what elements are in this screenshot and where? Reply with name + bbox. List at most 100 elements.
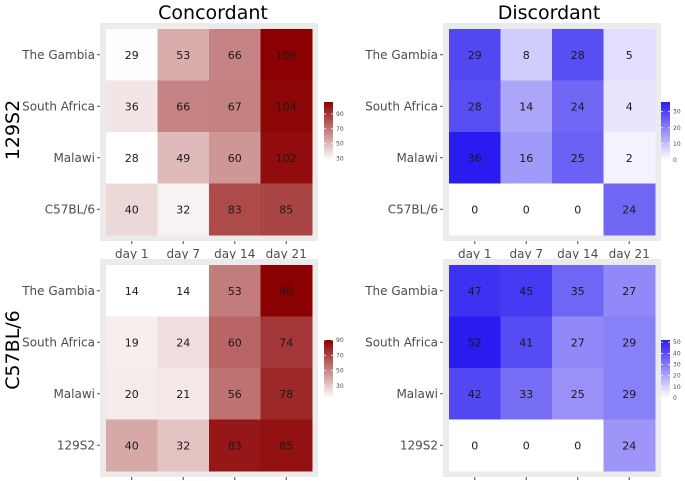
y-tick-label-the-gambia: The Gambia (364, 48, 438, 62)
legend-tick-label: 20 (673, 373, 681, 380)
cell-value: 0 (523, 203, 530, 216)
cell-value: 78 (279, 388, 293, 401)
y-tick-label-the-gambia: The Gambia (21, 48, 95, 62)
y-tick-label-the-gambia: The Gambia (21, 284, 95, 298)
x-tick-label-day-7: day 7 (166, 247, 200, 261)
cell-value: 52 (468, 336, 482, 349)
y-tick-label-south-africa: South Africa (365, 99, 438, 113)
cell-value: 90 (279, 285, 293, 298)
cell-value: 0 (574, 203, 581, 216)
x-tick-label-day-7: day 7 (509, 247, 543, 261)
cell-value: 0 (471, 439, 478, 452)
cell-value: 45 (519, 285, 533, 298)
y-tick-label-south-africa: South Africa (22, 335, 95, 349)
cell-value: 14 (176, 285, 190, 298)
cell-value: 25 (571, 152, 585, 165)
row-title-c57bl6: C57BL/6 (2, 310, 24, 390)
legend-tick-label: 0 (673, 157, 677, 164)
cell-value: 29 (622, 336, 636, 349)
y-tick-label-129s2: 129S2 (57, 438, 95, 452)
cell-value: 4 (626, 100, 633, 113)
cell-value: 67 (228, 100, 242, 113)
cell-value: 8 (523, 49, 530, 62)
legend-tick-label: 50 (336, 368, 344, 375)
cell-value: 29 (622, 388, 636, 401)
cell-value: 83 (228, 439, 242, 452)
cell-value: 27 (571, 336, 585, 349)
column-title-discordant: Discordant (498, 2, 601, 24)
cell-value: 14 (519, 100, 533, 113)
cell-value: 24 (622, 439, 636, 452)
legend-colorbar (324, 340, 333, 398)
heatmap-panel-2: 14 14 53 90 19 24 60 74 20 21 56 78 40 32 83 85 The Gamb… (21, 259, 344, 481)
cell-value: 14 (125, 285, 139, 298)
cell-value: 53 (228, 285, 242, 298)
cell-value: 83 (228, 203, 242, 216)
legend-tick-label: 30 (673, 109, 681, 116)
cell-value: 0 (523, 439, 530, 452)
cell-value: 74 (279, 336, 293, 349)
y-tick-label-south-africa: South Africa (22, 99, 95, 113)
cell-value: 53 (176, 49, 190, 62)
y-tick-label-c57bl-6: C57BL/6 (388, 202, 438, 216)
legend-tick-label: 20 (673, 125, 681, 132)
x-tick-label-day-21: day 21 (266, 247, 307, 261)
cell-value: 35 (571, 285, 585, 298)
x-tick-label-day-21: day 21 (609, 247, 650, 261)
legend-tick-label: 90 (336, 111, 344, 118)
cell-value: 36 (468, 152, 482, 165)
cell-value: 20 (125, 388, 139, 401)
cell-value: 19 (125, 336, 139, 349)
cell-value: 28 (571, 49, 585, 62)
y-tick-label-malawi: Malawi (396, 387, 438, 401)
cell-value: 36 (125, 100, 139, 113)
cell-value: 0 (471, 203, 478, 216)
heatmap-panel-0: 29 53 66 106 36 66 67 104 28 49 60 102 40 32 83 85 The G… (21, 23, 344, 261)
y-tick-label-malawi: Malawi (53, 387, 95, 401)
y-tick-label-malawi: Malawi (396, 151, 438, 165)
cell-value: 24 (622, 203, 636, 216)
cell-value: 66 (228, 49, 242, 62)
y-tick-label-south-africa: South Africa (365, 335, 438, 349)
cell-value: 27 (622, 285, 636, 298)
cell-value: 24 (176, 336, 190, 349)
cell-value: 28 (468, 100, 482, 113)
heatmap-panel-3: 47 45 35 27 52 41 27 29 42 33 25 29 0 0 0 24 The Gambia S… (364, 259, 681, 481)
cell-value: 32 (176, 203, 190, 216)
cell-value: 60 (228, 152, 242, 165)
legend-tick-label: 70 (336, 126, 344, 133)
legend-tick-label: 50 (673, 339, 681, 346)
cell-value: 25 (571, 388, 585, 401)
cell-value: 47 (468, 285, 482, 298)
legend-tick-label: 10 (673, 141, 681, 148)
cell-value: 16 (519, 152, 533, 165)
y-tick-label-malawi: Malawi (53, 151, 95, 165)
heatmap-panels: 29 53 66 10636 66 67 10428 49 60 10240 32 83 85The G… (21, 23, 681, 481)
cell-value: 41 (519, 336, 533, 349)
legend-colorbar (661, 340, 670, 398)
y-tick-label-129s2: 129S2 (400, 438, 438, 452)
cell-value: 56 (228, 388, 242, 401)
cell-value: 33 (519, 388, 533, 401)
cell-value: 28 (125, 152, 139, 165)
cell-value: 42 (468, 388, 482, 401)
legend-tick-label: 70 (336, 352, 344, 359)
cell-value: 66 (176, 100, 190, 113)
legend-tick-label: 50 (336, 141, 344, 148)
cell-value: 2 (626, 152, 633, 165)
y-tick-label-the-gambia: The Gambia (364, 284, 438, 298)
cell-value: 106 (276, 49, 297, 62)
x-tick-label-day-1: day 1 (458, 247, 492, 261)
legend-tick-label: 30 (673, 362, 681, 369)
legend-colorbar (661, 102, 670, 160)
cell-value: 32 (176, 439, 190, 452)
cell-value: 21 (176, 388, 190, 401)
cell-value: 0 (574, 439, 581, 452)
legend-colorbar (324, 102, 333, 160)
x-tick-label-day-14: day 14 (214, 247, 255, 261)
row-title-129s2: 129S2 (2, 100, 24, 160)
cell-value: 24 (571, 100, 585, 113)
heatmap-panel-1: 29 8 28 528 14 24 436 16 25 20 0 0 24The GambiaSouth… (364, 23, 681, 261)
x-tick-label-day-14: day 14 (557, 247, 598, 261)
